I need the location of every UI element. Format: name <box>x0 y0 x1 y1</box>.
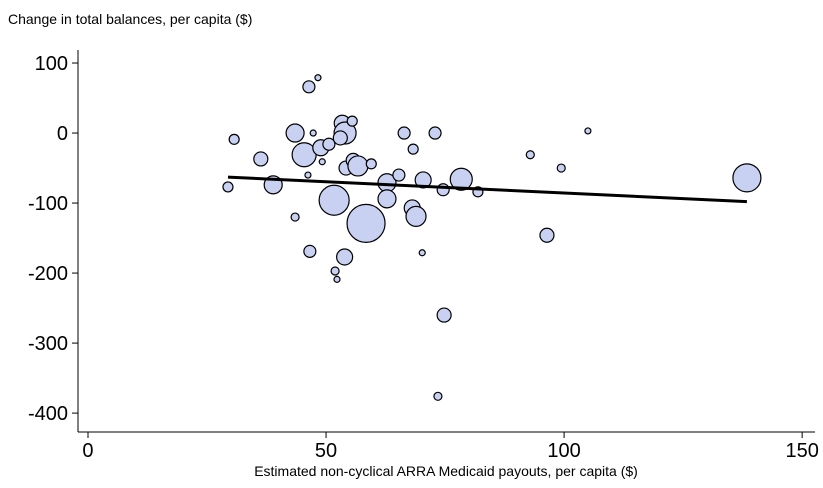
bubble <box>539 227 555 243</box>
x-tick-label: 0 <box>82 440 93 462</box>
bubble <box>322 137 336 151</box>
bubble <box>414 171 432 189</box>
bubble <box>449 167 473 191</box>
x-tick-label: 50 <box>315 440 337 462</box>
bubble <box>332 130 348 146</box>
bubble <box>433 391 443 401</box>
bubble <box>336 248 354 266</box>
bubble <box>309 129 317 137</box>
bubble <box>290 212 300 222</box>
y-tick-label: 100 <box>35 53 68 75</box>
x-tick-label: 150 <box>785 440 818 462</box>
x-tick-label: 100 <box>547 440 580 462</box>
bubble <box>318 184 350 216</box>
bubble <box>285 123 305 143</box>
bubble <box>392 168 406 182</box>
bubble <box>330 266 340 276</box>
bubble <box>436 307 452 323</box>
bubble <box>304 171 312 179</box>
bubble <box>253 151 269 167</box>
bubble <box>318 158 326 166</box>
bubble <box>407 143 419 155</box>
bubble <box>228 133 240 145</box>
bubble <box>302 80 316 94</box>
bubble <box>333 275 341 283</box>
trend-line <box>227 175 747 204</box>
bubble <box>314 74 322 82</box>
bubble <box>732 163 762 193</box>
bubble <box>405 205 427 227</box>
bubble <box>584 127 592 135</box>
bubble <box>556 163 566 173</box>
bubble <box>365 158 377 170</box>
x-axis-label: Estimated non-cyclical ARRA Medicaid pay… <box>254 463 638 479</box>
y-tick-label: 0 <box>57 123 68 145</box>
y-tick-label: -200 <box>28 263 68 285</box>
y-tick-label: -300 <box>28 333 68 355</box>
bubble <box>303 244 317 258</box>
bubble <box>346 203 386 243</box>
bubble <box>346 115 358 127</box>
y-axis-label: Change in total balances, per capita ($) <box>8 11 252 27</box>
bubble <box>418 249 426 257</box>
bubble <box>397 126 411 140</box>
bubble <box>428 126 442 140</box>
bubble <box>222 181 234 193</box>
bubble <box>436 183 450 197</box>
y-tick-label: -400 <box>28 403 68 425</box>
bubble <box>347 155 369 177</box>
bubble <box>525 150 535 160</box>
y-tick-label: -100 <box>28 193 68 215</box>
bubble <box>377 189 397 209</box>
